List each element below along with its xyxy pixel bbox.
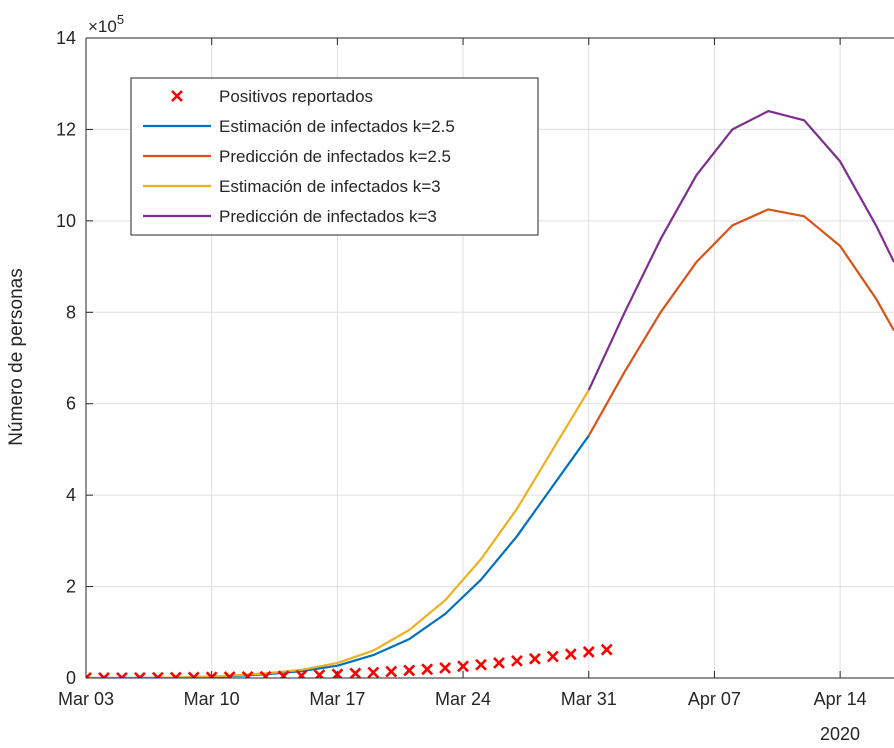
y-exponent-power: 5	[117, 12, 124, 27]
data-point-x	[475, 658, 487, 671]
legend-label: Positivos reportados	[219, 87, 373, 106]
x-tick-label: Mar 03	[58, 689, 114, 709]
y-tick-label: 12	[56, 119, 76, 139]
data-point-x	[86, 672, 92, 678]
x-tick-label: Apr 14	[814, 689, 867, 709]
axes	[85, 37, 894, 679]
x-tick-label: Apr 07	[688, 689, 741, 709]
x-year-label: 2020	[820, 724, 860, 744]
y-exponent-base: ×10	[88, 17, 117, 36]
data-point-x	[187, 671, 200, 678]
legend-item: Estimación de infectados k=3	[143, 177, 441, 196]
legend-item: Estimación de infectados k=2.5	[143, 117, 455, 136]
series-line	[587, 110, 894, 391]
data-point-x	[582, 646, 595, 658]
data-point-x	[277, 670, 290, 678]
y-tick-label: 2	[66, 577, 76, 597]
y-tick-label: 0	[66, 668, 76, 688]
data-point-x	[564, 648, 577, 661]
y-tick-label: 10	[56, 211, 76, 231]
data-point-x	[511, 654, 523, 667]
legend-label: Estimación de infectados k=3	[219, 177, 441, 196]
series-3	[587, 208, 894, 437]
y-exponent-label: ×105	[88, 12, 124, 36]
data-point-x	[528, 652, 541, 665]
x-tick-label: Mar 24	[435, 689, 491, 709]
x-tick-label: Mar 10	[184, 689, 240, 709]
data-point-x	[259, 670, 272, 678]
data-point-x	[385, 665, 398, 678]
data-point-x	[367, 666, 380, 678]
data-point-x	[295, 669, 308, 678]
y-tick-label: 6	[66, 394, 76, 414]
data-point-x	[439, 662, 452, 674]
axis-tick-labels: Mar 03 Mar 10 Mar 17 Mar 24 Mar 31 Apr 07 Apr …	[56, 28, 867, 709]
axis-ticks	[85, 37, 841, 679]
data-point-x	[457, 660, 469, 673]
legend-label: Predicción de infectados k=2.5	[219, 147, 451, 166]
data-point-x	[241, 670, 254, 678]
data-point-x	[349, 667, 362, 678]
series-line	[587, 208, 894, 437]
data-point-x	[600, 643, 613, 656]
legend: Positivos reportados Estimación de infect…	[130, 77, 539, 236]
y-tick-label: 4	[66, 485, 76, 505]
y-tick-label: 14	[56, 28, 76, 48]
legend-item: Positivos reportados	[171, 87, 373, 106]
legend-swatch	[171, 90, 183, 102]
data-point-x	[403, 664, 416, 677]
data-point-x	[313, 669, 326, 678]
legend-label: Estimación de infectados k=2.5	[219, 117, 455, 136]
x-tick-label: Mar 31	[561, 689, 617, 709]
y-axis-label: Número de personas	[6, 268, 27, 445]
data-point-x	[223, 671, 236, 678]
data-point-x	[546, 650, 559, 663]
data-point-x	[493, 656, 505, 669]
series-5	[587, 110, 894, 391]
y-tick-label: 8	[66, 302, 76, 322]
x-tick-label: Mar 17	[309, 689, 365, 709]
data-point-x	[421, 663, 434, 676]
legend-item: Predicción de infectados k=3	[143, 207, 437, 226]
legend-label: Predicción de infectados k=3	[219, 207, 437, 226]
legend-item: Predicción de infectados k=2.5	[143, 147, 451, 166]
